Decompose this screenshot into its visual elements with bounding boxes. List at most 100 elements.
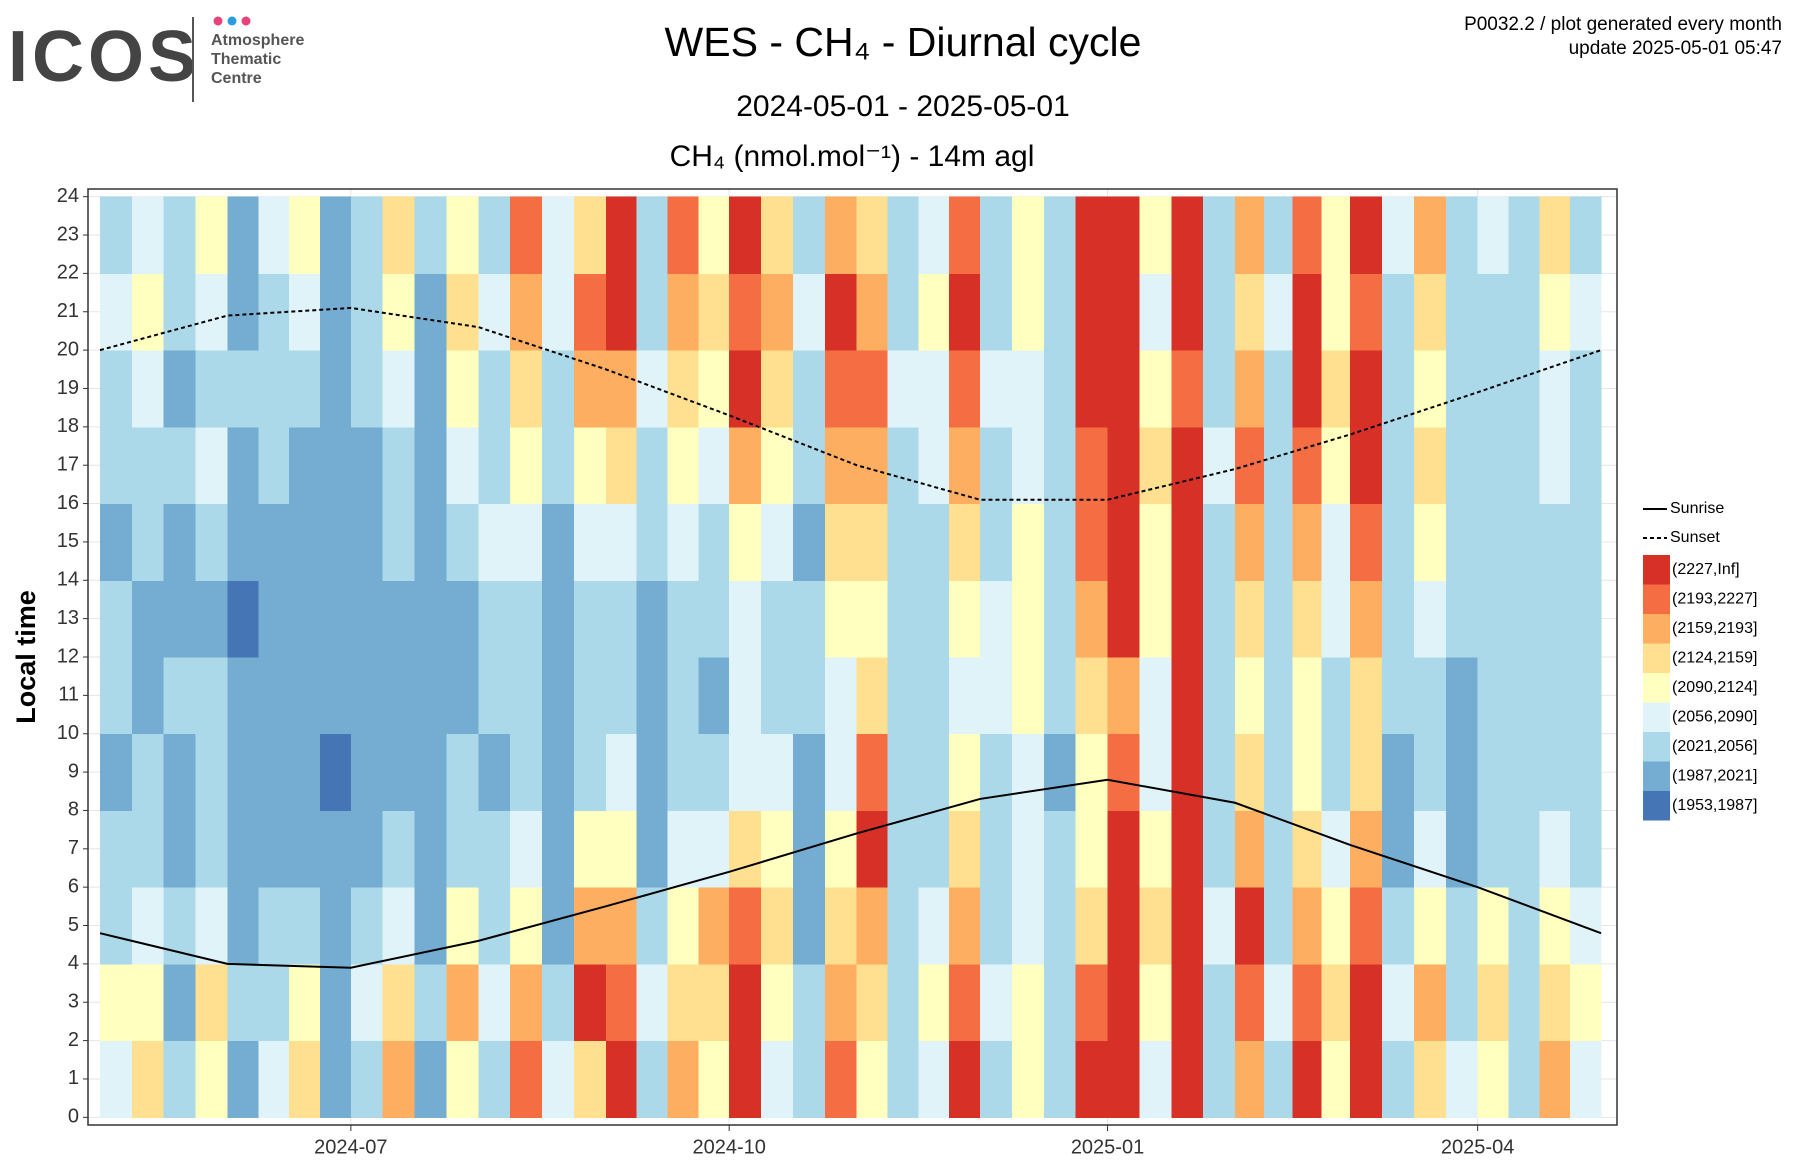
heatmap-cell [510, 196, 543, 274]
heatmap-cell [1539, 426, 1571, 505]
heatmap-cell [918, 963, 950, 1042]
heatmap-cell [1570, 963, 1602, 1042]
heatmap-cell [414, 273, 447, 351]
heatmap-cell [792, 887, 826, 965]
heatmap-cell [980, 733, 1013, 811]
heatmap-cell [1107, 887, 1140, 965]
heatmap-cell [1445, 350, 1479, 428]
heatmap-cell [1382, 1040, 1415, 1118]
heatmap-cell [382, 273, 416, 351]
heatmap-cell [792, 196, 826, 274]
heatmap-cell [1539, 580, 1571, 658]
heatmap-cell [667, 1040, 699, 1118]
heatmap-cell [1043, 963, 1077, 1042]
heatmap-cell [227, 580, 259, 658]
heatmap-cell [1445, 963, 1479, 1042]
legend-label: (2090,2124] [1672, 679, 1757, 696]
heatmap-cell [195, 887, 228, 965]
heatmap-cell [1171, 657, 1204, 735]
heatmap-cell [1075, 810, 1109, 888]
heatmap-cell [510, 810, 543, 888]
heatmap-cell [605, 426, 638, 505]
heatmap-cell [1508, 963, 1540, 1042]
heatmap-cell [414, 657, 447, 735]
heatmap-cell [1043, 810, 1077, 888]
heatmap-cell [636, 426, 669, 505]
y-tick-label: 6 [68, 875, 79, 897]
heatmap-cell [350, 657, 384, 735]
heatmap-cell [542, 657, 575, 735]
heatmap-cell [887, 733, 919, 811]
heatmap-cell [918, 426, 950, 505]
heatmap-cell [605, 657, 638, 735]
heatmap-cell [163, 963, 197, 1042]
y-tick-label: 7 [68, 837, 79, 859]
heatmap-cell [446, 1040, 479, 1118]
heatmap-cell [918, 1040, 950, 1118]
heatmap-cell [1413, 503, 1447, 581]
heatmap-cell [636, 580, 669, 658]
heatmap-cell [414, 810, 447, 888]
heatmap-cell [1075, 1040, 1109, 1118]
heatmap-cell [542, 426, 575, 505]
heatmap-cell [446, 887, 479, 965]
heatmap-cell [195, 733, 228, 811]
heatmap-cell [1539, 733, 1571, 811]
heatmap-cell [163, 273, 197, 351]
heatmap-cell [100, 1040, 133, 1118]
heatmap-cell [258, 810, 290, 888]
heatmap-cell [887, 273, 919, 351]
heatmap-cell [1508, 1040, 1540, 1118]
heatmap-cell [382, 733, 416, 811]
heatmap-cell [918, 810, 950, 888]
heatmap-cell [510, 426, 543, 505]
heatmap-cell [1292, 196, 1322, 274]
legend-label: Sunrise [1670, 500, 1724, 517]
heatmap-cell [1321, 1040, 1351, 1118]
heatmap-cell [667, 887, 699, 965]
heatmap-cell [980, 196, 1013, 274]
heatmap-cell [100, 503, 133, 581]
heatmap-cell [320, 963, 352, 1042]
heatmap-cell [792, 426, 826, 505]
heatmap-cell [1011, 1040, 1045, 1118]
heatmap-cell [1382, 963, 1415, 1042]
legend-swatch [1643, 643, 1670, 673]
heatmap-cell [605, 963, 638, 1042]
heatmap-cell [729, 580, 762, 658]
heatmap-cell [887, 350, 919, 428]
heatmap-cell [636, 196, 669, 274]
x-tick-label: 2025-04 [1441, 1136, 1514, 1158]
heatmap-cell [887, 887, 919, 965]
heatmap-cell [698, 887, 730, 965]
heatmap-cell [131, 657, 165, 735]
heatmap-cell [131, 503, 165, 581]
y-tick-label: 16 [57, 492, 79, 514]
heatmap-cell [1350, 196, 1383, 274]
heatmap-cell [414, 963, 447, 1042]
heatmap-cell [698, 196, 730, 274]
heatmap-cell [605, 196, 638, 274]
y-tick-label: 0 [68, 1106, 79, 1128]
heatmap-cell [1075, 733, 1109, 811]
heatmap-cell [195, 503, 228, 581]
heatmap-cell [1350, 733, 1383, 811]
heatmap-cell [1107, 273, 1140, 351]
heatmap-cell [667, 810, 699, 888]
heatmap-cell [1321, 196, 1351, 274]
heatmap-cell [1321, 963, 1351, 1042]
heatmap-cell [1139, 273, 1172, 351]
heatmap-cell [1292, 657, 1322, 735]
heatmap-cell [761, 810, 794, 888]
heatmap-cell [1235, 887, 1265, 965]
heatmap-cell [1263, 196, 1294, 274]
heatmap-cell [824, 887, 858, 965]
heatmap-cell [289, 580, 321, 658]
heatmap-cell [667, 657, 699, 735]
heatmap-cell [1235, 733, 1265, 811]
heatmap-cell [1350, 810, 1383, 888]
heatmap-cell [1075, 580, 1109, 658]
heatmap-cell [258, 580, 290, 658]
heatmap-cell [980, 350, 1013, 428]
heatmap-cell [1477, 657, 1509, 735]
